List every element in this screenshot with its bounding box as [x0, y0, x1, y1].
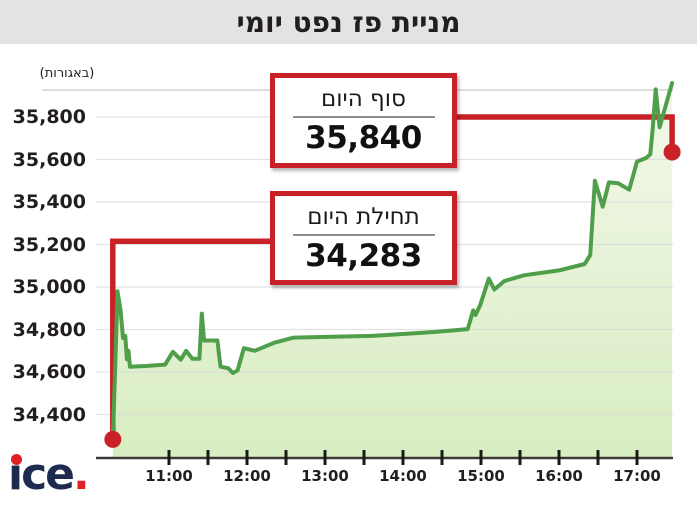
end-of-day-value: 35,840 — [305, 120, 422, 156]
ice-logo-dot-icon — [11, 454, 22, 465]
y-axis-label: 34,400 — [12, 403, 86, 426]
ice-logo-period: . — [73, 449, 90, 500]
y-axis-label: 34,600 — [12, 361, 86, 383]
y-axis-label: 35,200 — [12, 233, 86, 256]
x-axis-label: 11:00 — [145, 467, 193, 485]
y-axis-label: 35,600 — [12, 148, 86, 171]
end-of-day-label: סוף היום — [292, 86, 435, 118]
page-title: מניית פז נפט יומי — [236, 5, 461, 39]
end-of-day-callout: סוף היום 35,840 — [270, 73, 457, 168]
start-of-day-callout: תחילת היום 34,283 — [270, 191, 457, 285]
area-fill — [112, 83, 673, 458]
x-axis-label: 15:00 — [457, 467, 505, 485]
price-line — [110, 81, 675, 442]
y-axis-label: 35,000 — [12, 276, 86, 298]
y-axis-label: 34,800 — [12, 318, 86, 341]
x-axis-label: 17:00 — [613, 467, 661, 485]
x-axis-label: 13:00 — [301, 467, 349, 485]
y-axis-label: 35,800 — [12, 106, 86, 128]
y-axis-label: 35,400 — [12, 191, 86, 213]
end-dot — [663, 143, 681, 161]
x-axis-label: 16:00 — [535, 467, 583, 485]
x-axis-label: 12:00 — [223, 467, 271, 485]
title-bar: מניית פז נפט יומי — [0, 0, 697, 44]
start-connector-line — [110, 238, 272, 440]
start-of-day-value: 34,283 — [305, 237, 422, 274]
x-axis-label: 14:00 — [379, 467, 427, 485]
ice-logo: ice. — [8, 446, 90, 504]
y-axis-unit-label: (באגורות) — [39, 66, 95, 81]
end-connector-line — [457, 114, 675, 149]
start-dot — [104, 430, 122, 448]
start-of-day-label: תחילת היום — [292, 204, 435, 236]
